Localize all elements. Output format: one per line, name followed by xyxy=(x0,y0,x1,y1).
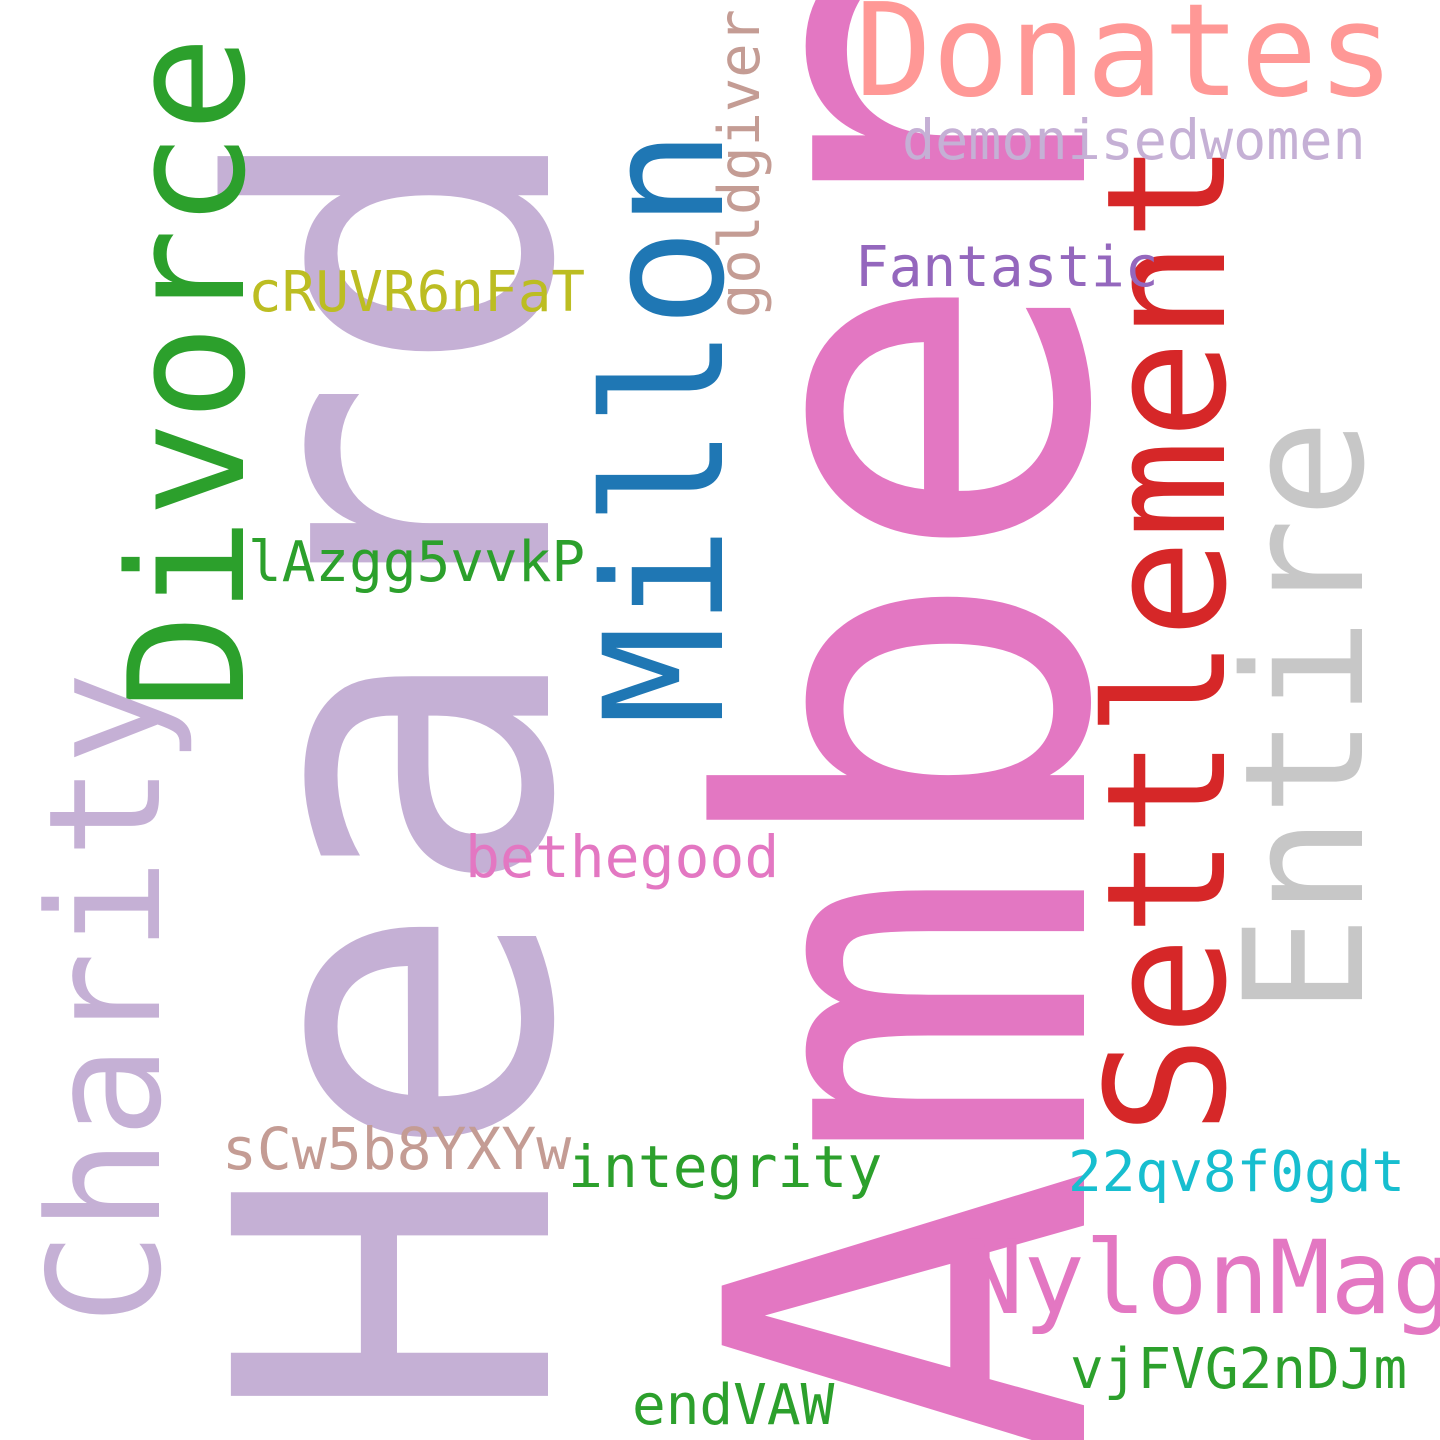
word-charity: Charity xyxy=(15,671,196,1325)
word-divorce: Divorce xyxy=(94,35,281,710)
word-goldgiver: goldgiver xyxy=(707,9,773,318)
word-22qv8f0gdt: 22qv8f0gdt xyxy=(1068,1140,1406,1205)
word-lazgg5vvkp: lAzgg5vvkP xyxy=(248,530,586,595)
word-endvaw: endVAW xyxy=(632,1373,835,1438)
word-scw5b8yxyw: sCw5b8YXYw xyxy=(222,1115,572,1183)
word-bethegood: bethegood xyxy=(465,823,780,891)
word-integrity: integrity xyxy=(568,1133,883,1201)
word-donates: Donates xyxy=(855,0,1395,126)
word-vjfvg2ndjm: vjFVG2nDJm xyxy=(1070,1337,1408,1402)
word-entire: Entire xyxy=(1209,418,1401,1015)
word-demonisedwomen: demonisedwomen xyxy=(902,108,1366,172)
word-fantastic: Fantastic xyxy=(855,235,1159,300)
word-nylonmag: NylonMag xyxy=(962,1219,1440,1338)
word-cruvr6nfat: cRUVR6nFaT xyxy=(248,260,586,325)
